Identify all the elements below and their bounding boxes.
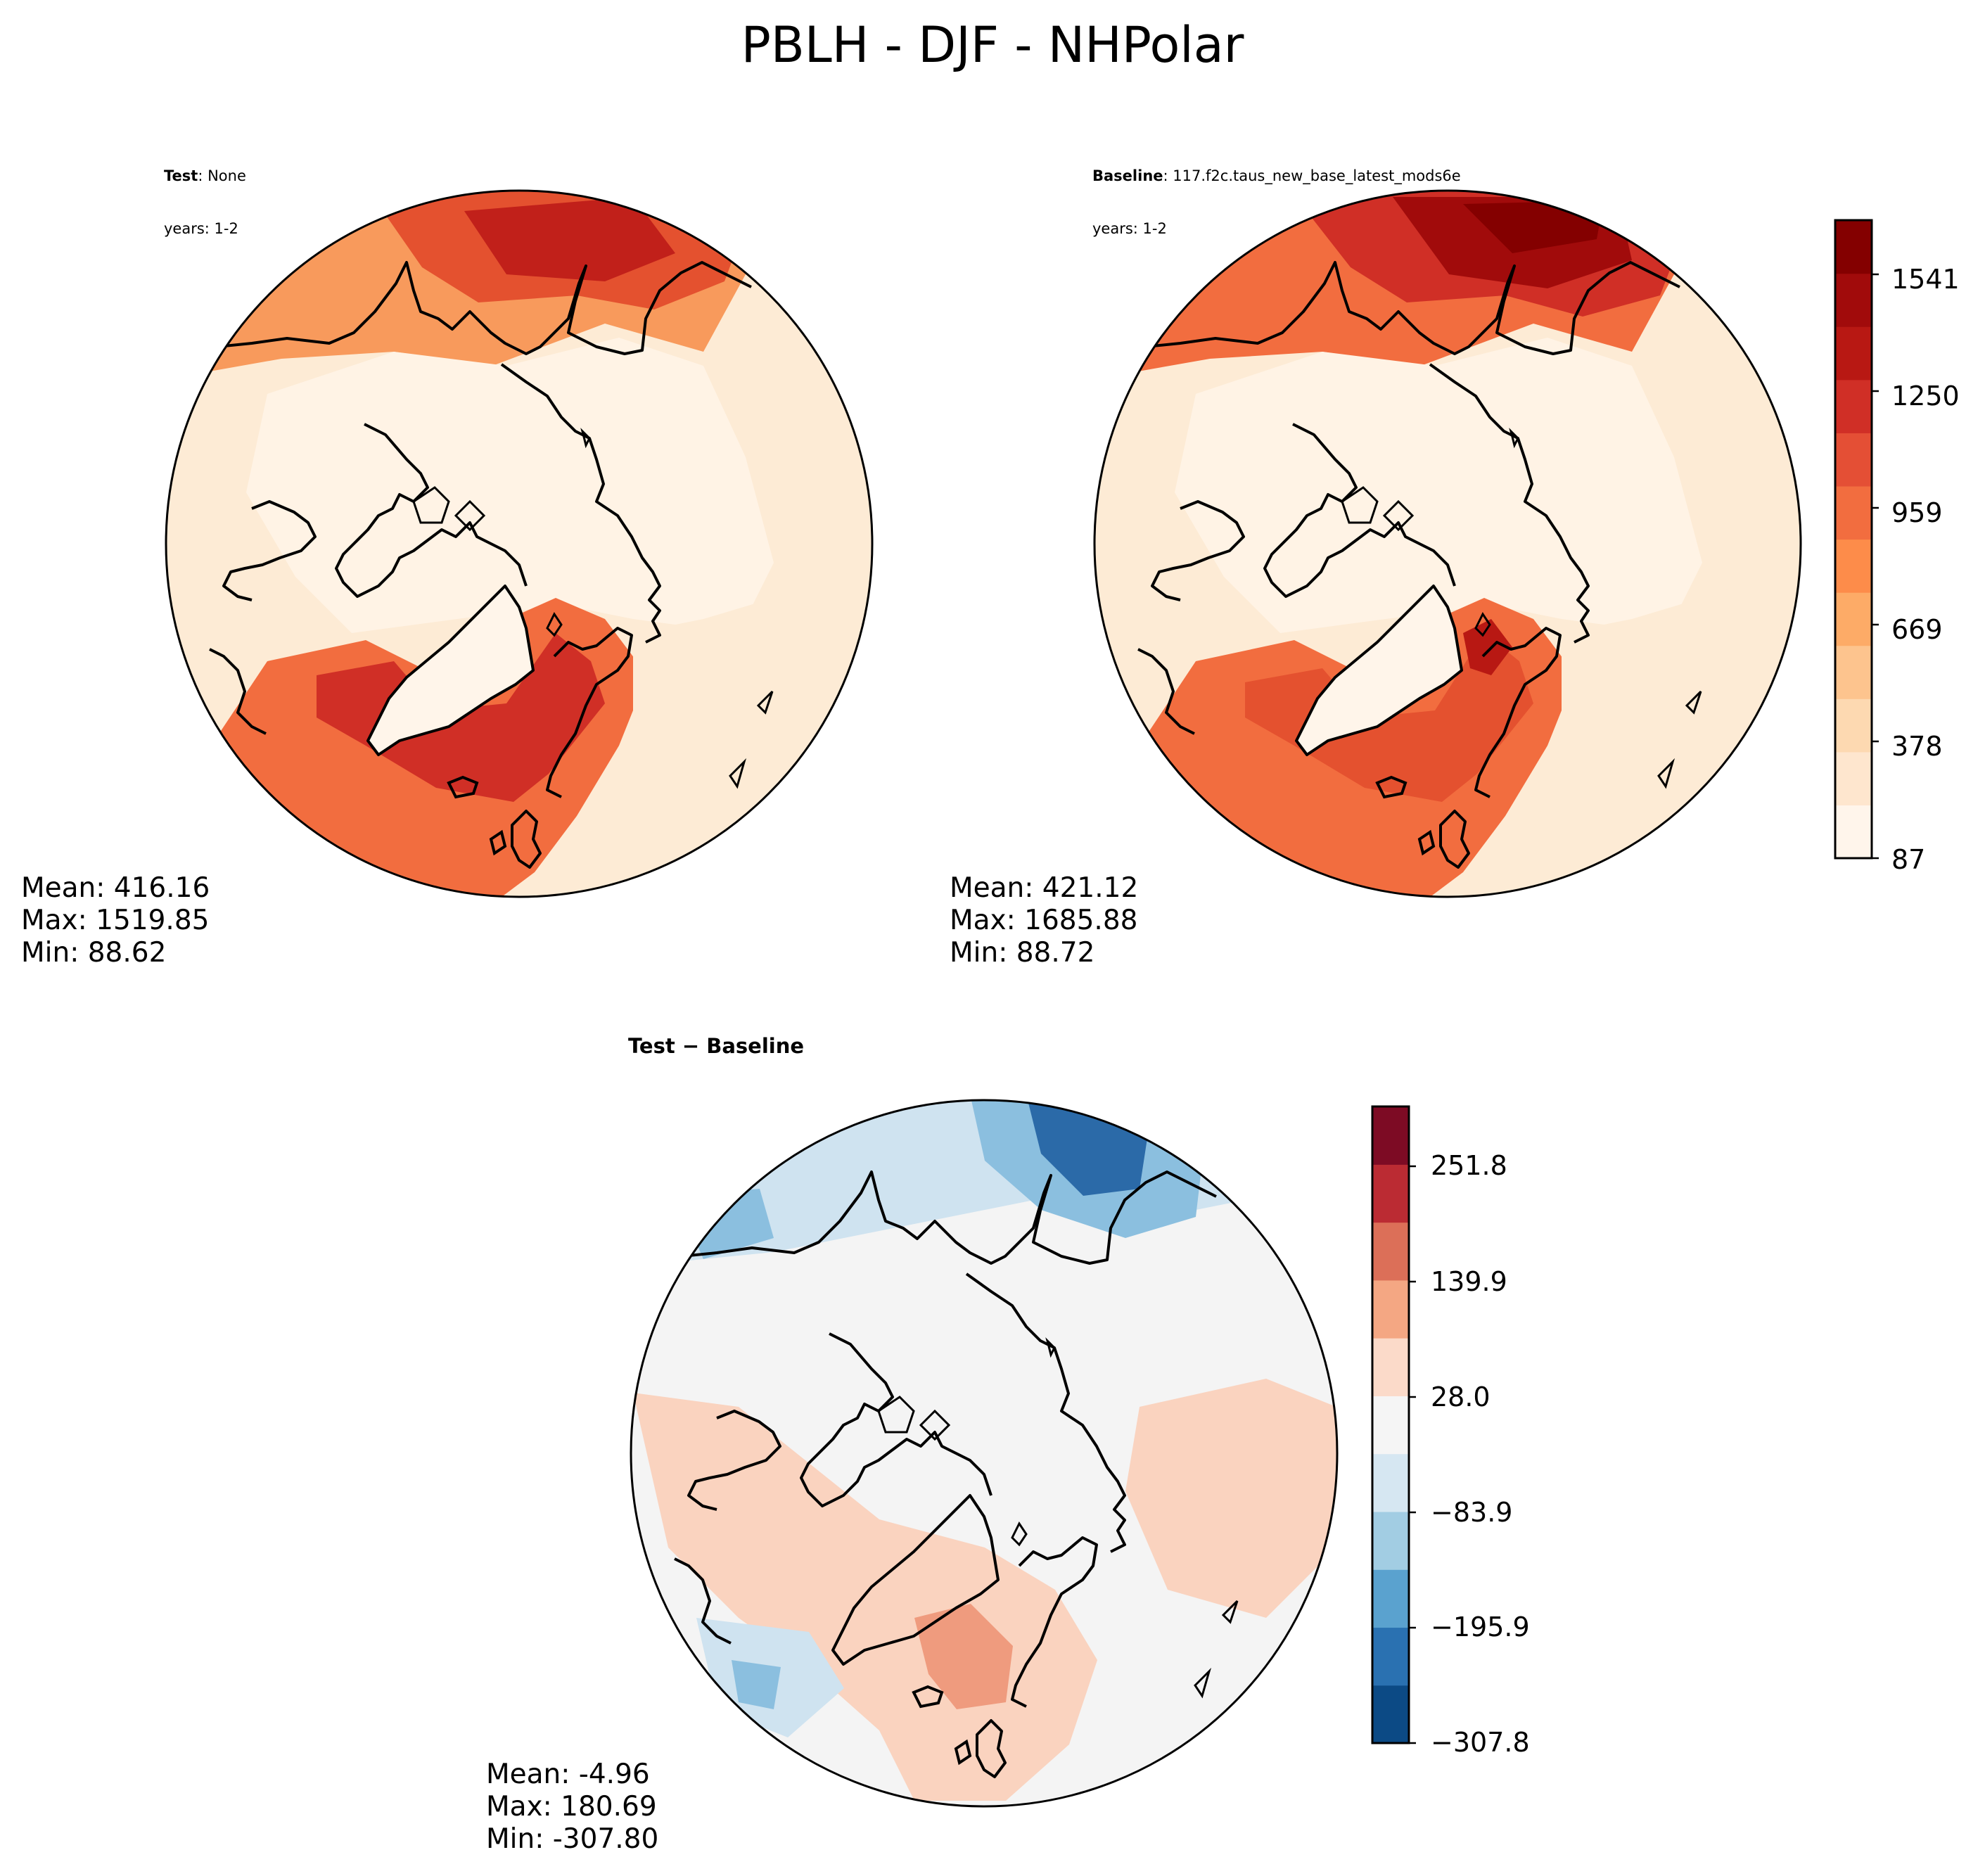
main-colorbar-segment-7 [1835, 433, 1872, 487]
diff-colorbar-tick-5: 251.8 [1431, 1150, 1507, 1181]
main-colorbar-segment-9 [1835, 326, 1872, 381]
diff-colorbar-segment-7 [1372, 1280, 1409, 1339]
diff-colorbar-segment-6 [1372, 1338, 1409, 1396]
baseline-label: Baseline [1092, 167, 1163, 184]
diff-mean: Mean: -4.96 [486, 1759, 650, 1790]
baseline-panel-header: Baseline: 117.f2c.taus_new_base_latest_m… [1092, 132, 1461, 255]
diff-max: Max: 180.69 [486, 1791, 657, 1823]
diff-colorbar-outline [1371, 1105, 1410, 1744]
baseline-case-name: : 117.f2c.taus_new_base_latest_mods6e [1163, 167, 1461, 184]
diff-colorbar-tick-3: 28.0 [1431, 1382, 1491, 1412]
diff-min: Min: -307.80 [486, 1823, 659, 1855]
test-label: Test [164, 167, 198, 184]
test-case-name: : None [198, 167, 246, 184]
diff-title-minus: − [675, 1034, 707, 1058]
baseline-map [1093, 189, 1802, 898]
baseline-max: Max: 1685.88 [950, 905, 1138, 936]
diff-colorbar-tick-1: −195.9 [1431, 1612, 1530, 1642]
diff-atlantic-pos2 [914, 1604, 1013, 1709]
test-pacific-peak [464, 197, 675, 281]
diff-map [630, 1099, 1339, 1808]
main-colorbar-segment-6 [1835, 485, 1872, 540]
main-colorbar-tick-2: 669 [1891, 614, 1943, 645]
diff-stats: Mean: -4.96 Max: 180.69 Min: -307.80 [486, 1759, 658, 1856]
test-greenland-fill [368, 586, 533, 755]
diff-title-test: Test [628, 1034, 675, 1058]
baseline-norway-peak [1463, 619, 1512, 675]
diff-colorbar-segment-0 [1372, 1685, 1409, 1744]
diff-colorbar-tick-4: 139.9 [1431, 1266, 1507, 1297]
diff-colorbar-segment-10 [1372, 1106, 1409, 1165]
baseline-map-border [1093, 189, 1802, 898]
diff-eurasia-pos [1125, 1379, 1336, 1618]
baseline-pacific-max [1463, 200, 1604, 253]
main-colorbar-tick-1: 378 [1891, 731, 1943, 762]
main-colorbar-segment-8 [1835, 379, 1872, 433]
main-colorbar-segment-5 [1835, 539, 1872, 593]
diff-atlantic-neg2 [732, 1660, 781, 1709]
test-years: years: 1-2 [164, 220, 238, 237]
test-arctic-pale [246, 338, 774, 633]
diff-colorbar-segment-3 [1372, 1511, 1409, 1570]
figure-title: PBLH - DJF - NHPolar [741, 16, 1244, 74]
main-colorbar-segment-4 [1835, 592, 1872, 646]
diff-colorbar-tick-0: −307.8 [1431, 1727, 1530, 1758]
diff-panel-title: Test − Baseline [628, 1034, 804, 1058]
test-panel-header: Test: None years: 1-2 [164, 132, 246, 255]
diff-colorbar-segment-2 [1372, 1569, 1409, 1628]
baseline-stats: Mean: 421.12 Max: 1685.88 Min: 88.72 [950, 872, 1138, 969]
diff-title-baseline: Baseline [706, 1034, 805, 1058]
diff-colorbar-segment-8 [1372, 1222, 1409, 1281]
main-colorbar-segment-1 [1835, 751, 1872, 806]
main-colorbar-segment-2 [1835, 698, 1872, 753]
test-map-border [165, 189, 874, 898]
diff-colorbar-segment-4 [1372, 1453, 1409, 1512]
diff-colorbar-segment-5 [1372, 1396, 1409, 1455]
diff-colorbar-segment-1 [1372, 1627, 1409, 1686]
main-colorbar-segment-10 [1835, 273, 1872, 327]
main-colorbar-segment-3 [1835, 645, 1872, 699]
main-colorbar-segment-11 [1835, 220, 1872, 274]
main-colorbar [1834, 219, 1879, 860]
test-stats: Mean: 416.16 Max: 1519.85 Min: 88.62 [21, 872, 210, 969]
main-colorbar-tick-3: 959 [1891, 497, 1943, 528]
test-mean: Mean: 416.16 [21, 872, 210, 904]
main-colorbar-segment-0 [1835, 805, 1872, 859]
main-colorbar-tick-4: 1250 [1891, 381, 1960, 411]
baseline-arctic-pale [1175, 338, 1702, 633]
main-colorbar-tick-0: 87 [1891, 844, 1926, 875]
baseline-years: years: 1-2 [1092, 220, 1167, 237]
test-max: Max: 1519.85 [21, 905, 210, 936]
diff-map-border [630, 1099, 1339, 1808]
test-min: Min: 88.62 [21, 937, 167, 969]
diff-colorbar-tick-2: −83.9 [1431, 1497, 1513, 1528]
test-map [165, 189, 874, 898]
main-colorbar-tick-5: 1541 [1891, 264, 1960, 295]
baseline-min: Min: 88.72 [950, 937, 1095, 969]
baseline-mean: Mean: 421.12 [950, 872, 1139, 904]
baseline-greenland-fill [1296, 586, 1462, 755]
diff-colorbar-segment-9 [1372, 1164, 1409, 1223]
main-colorbar-outline [1834, 219, 1873, 860]
diff-colorbar [1371, 1105, 1416, 1744]
